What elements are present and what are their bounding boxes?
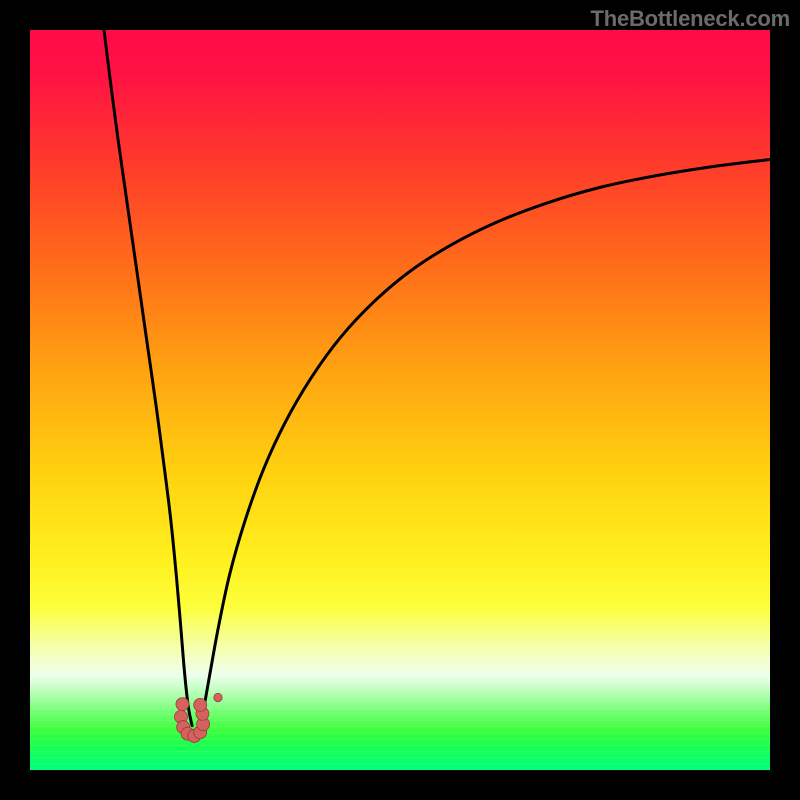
marker-dot <box>214 693 222 701</box>
attribution-label: TheBottleneck.com <box>590 6 790 32</box>
figure-root: TheBottleneck.com <box>0 0 800 800</box>
bottleneck-chart-svg <box>0 0 800 800</box>
marker-dot <box>194 698 207 711</box>
marker-dot <box>176 698 189 711</box>
